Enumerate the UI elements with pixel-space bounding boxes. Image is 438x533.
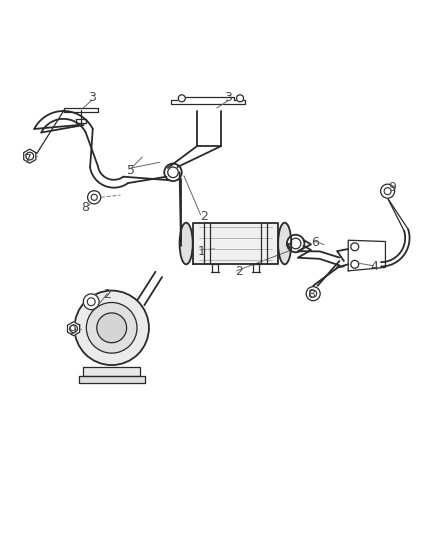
Circle shape [310,290,317,297]
Circle shape [74,290,149,365]
Circle shape [306,287,320,301]
Circle shape [83,294,99,310]
Circle shape [168,167,178,177]
Text: 9: 9 [388,181,396,194]
Circle shape [290,238,301,249]
Text: 2: 2 [235,265,243,278]
Circle shape [88,191,101,204]
Circle shape [237,95,244,102]
Circle shape [86,303,137,353]
Polygon shape [24,149,36,163]
Circle shape [351,243,359,251]
Circle shape [381,184,395,198]
Text: 8: 8 [81,201,89,214]
Text: 4: 4 [371,260,378,273]
Text: 7: 7 [25,152,32,166]
Text: 1: 1 [198,245,205,257]
Text: 8: 8 [307,288,315,302]
Circle shape [91,194,97,200]
Circle shape [164,164,182,181]
Circle shape [26,152,34,160]
Text: 6: 6 [311,236,319,249]
Polygon shape [79,376,145,383]
Circle shape [87,298,95,306]
Text: 2: 2 [103,288,111,302]
Polygon shape [193,223,278,264]
Text: 3: 3 [88,91,96,104]
Circle shape [384,188,391,195]
Polygon shape [348,240,385,271]
Circle shape [178,95,185,102]
Circle shape [287,235,304,252]
Polygon shape [171,96,245,104]
Circle shape [70,325,78,333]
Polygon shape [67,322,80,336]
Ellipse shape [180,223,193,264]
Text: 3: 3 [224,91,232,104]
Circle shape [351,260,359,268]
Text: 9: 9 [68,324,76,336]
Text: 2: 2 [200,209,208,223]
Polygon shape [83,367,140,376]
Text: 5: 5 [127,164,135,176]
Ellipse shape [278,223,291,264]
Circle shape [97,313,127,343]
